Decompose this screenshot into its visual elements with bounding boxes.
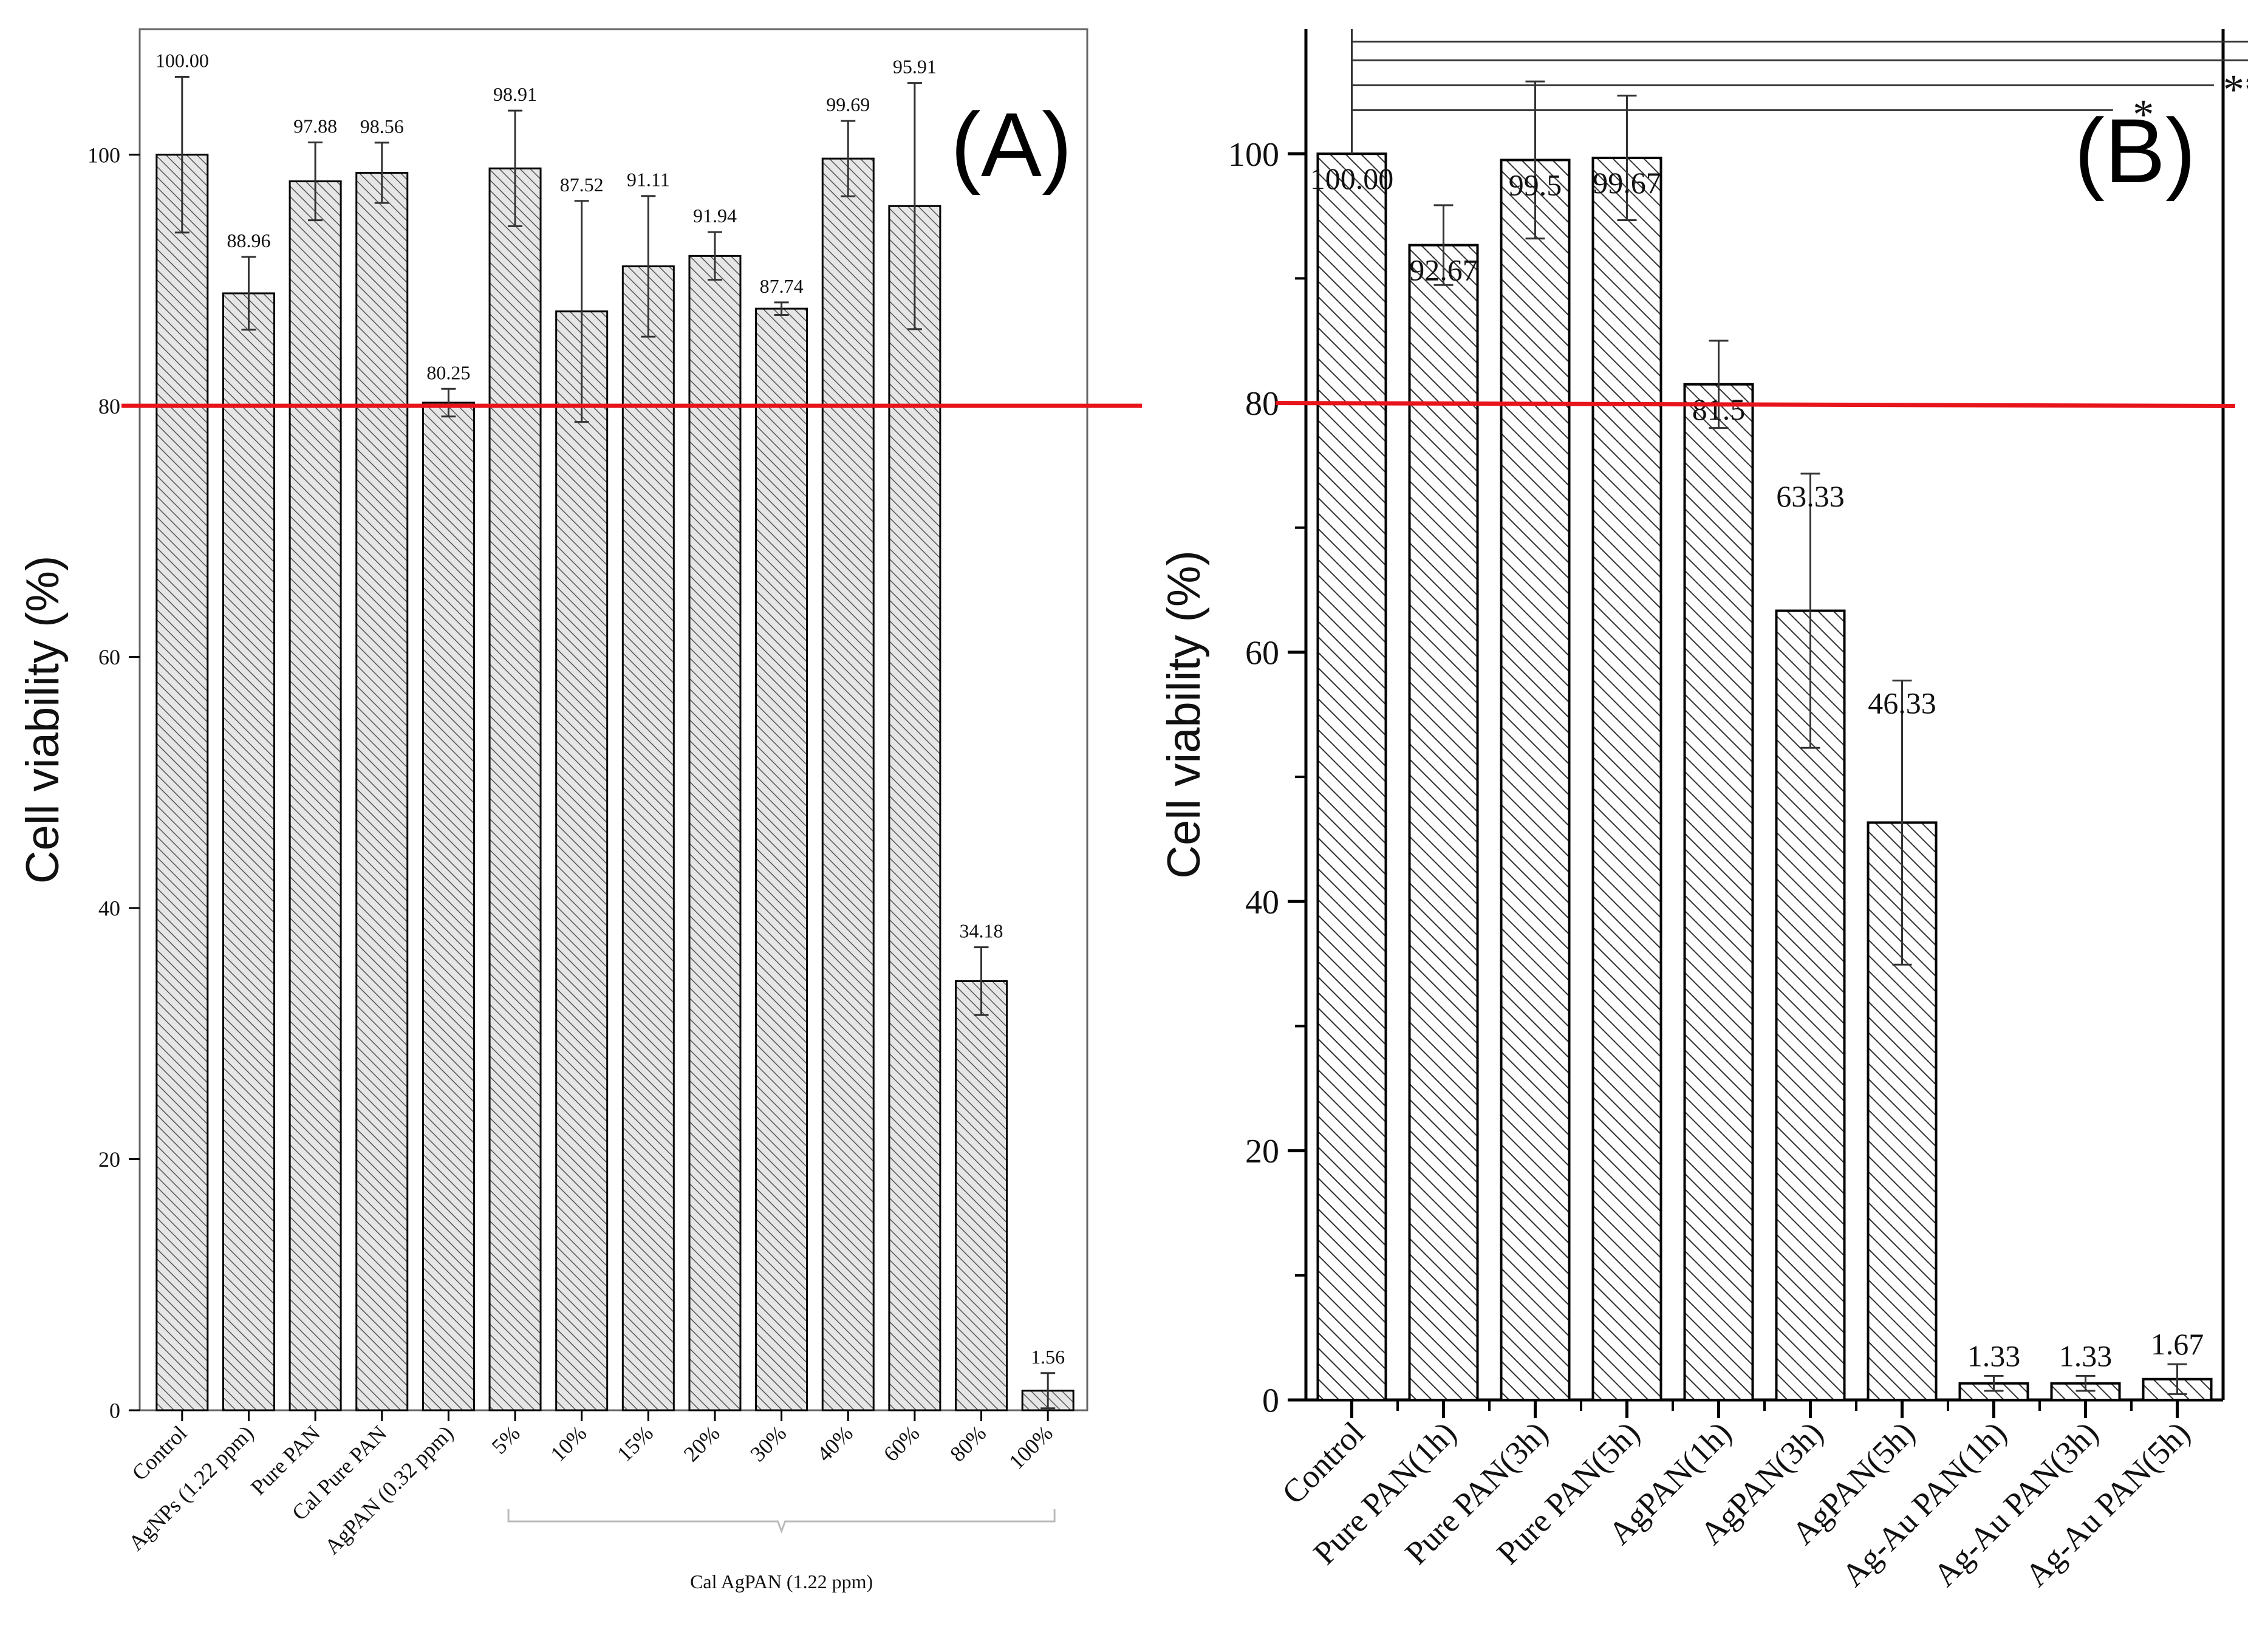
value-label: 97.88: [293, 115, 337, 137]
x-tick-label: 10%: [545, 1421, 591, 1466]
bar: [1500, 159, 1571, 1401]
y-tick-label: 80: [1245, 385, 1279, 423]
x-tick-label: AgNPs (1.22 ppm): [124, 1421, 258, 1555]
x-tick-label: 30%: [745, 1421, 791, 1466]
bar: [1683, 383, 1754, 1401]
bar: [821, 157, 875, 1411]
value-label: 92.67: [1409, 253, 1478, 287]
bar: [888, 205, 941, 1411]
value-label: 1.33: [2059, 1339, 2113, 1373]
value-label: 91.11: [627, 169, 670, 191]
y-axis-title: Cell viability (%): [17, 556, 69, 884]
threshold-line: [1275, 401, 2236, 409]
x-tick-label: Ag-Au PAN(1h): [1834, 1415, 2014, 1594]
value-label: 81.5: [1692, 392, 1746, 426]
value-label: 99.67: [1593, 166, 1661, 200]
x-tick-label: 5%: [487, 1421, 524, 1458]
bar: [1591, 156, 1662, 1402]
bar: [955, 980, 1008, 1411]
value-label: 34.18: [960, 920, 1003, 942]
significance-marker: **: [2223, 66, 2248, 113]
y-tick-label: 60: [1245, 635, 1279, 672]
value-label: 1.67: [2151, 1327, 2204, 1361]
panel-label: (A): [951, 94, 1072, 196]
panel-a-chart: 0 20 40 60 80 100 Cell viability (%) 100.00 Cont…: [17, 28, 1142, 1592]
value-label: 87.74: [760, 275, 804, 297]
x-tick-label: Control: [127, 1421, 191, 1485]
value-label: 95.91: [893, 56, 937, 78]
y-tick-label: 0: [1262, 1382, 1279, 1420]
y-tick-label: 100: [1228, 136, 1279, 174]
significance-marker: *: [2133, 91, 2154, 138]
x-tick-label: 20%: [679, 1421, 725, 1466]
bar: [488, 167, 542, 1411]
value-label: 100.00: [155, 50, 209, 72]
value-label: 1.56: [1031, 1346, 1065, 1368]
value-label: 100.00: [1310, 162, 1394, 196]
bar: [422, 401, 475, 1411]
value-label: 88.96: [227, 230, 270, 251]
value-label: 91.94: [693, 205, 737, 227]
bar: [688, 254, 742, 1411]
y-tick-label: 40: [98, 896, 120, 921]
value-label: 99.5: [1509, 168, 1562, 202]
y-tick-label: 40: [1245, 884, 1279, 921]
bar: [289, 180, 342, 1411]
value-label: 1.33: [1967, 1339, 2021, 1373]
bar: [555, 310, 609, 1411]
y-tick-label: 20: [1245, 1133, 1279, 1170]
value-label: 46.33: [1868, 686, 1936, 720]
bar: [222, 292, 275, 1411]
bar: [1408, 244, 1479, 1401]
value-label: 98.56: [360, 115, 404, 137]
x-tick-label: 60%: [879, 1421, 924, 1466]
x-tick-label: 100%: [1004, 1421, 1057, 1474]
x-tick-label: AgPAN (0.32 ppm): [320, 1421, 458, 1558]
y-tick-label: 60: [98, 645, 120, 669]
y-tick-label: 100: [87, 143, 120, 167]
y-tick-label: 0: [109, 1399, 120, 1423]
y-tick-label: 20: [98, 1147, 120, 1172]
x-tick-label: 40%: [812, 1421, 858, 1466]
bar: [621, 265, 675, 1411]
plot-frame: [138, 28, 1088, 1411]
y-axis-title: Cell viability (%): [1158, 550, 1210, 879]
y-tick-label: 80: [98, 394, 120, 418]
value-label: 98.91: [493, 83, 537, 105]
value-label: 87.52: [560, 174, 604, 196]
value-label: 63.33: [1776, 479, 1845, 513]
group-bracket-label: Cal AgPAN (1.22 ppm): [690, 1571, 873, 1592]
x-tick-label: Ag-Au PAN(3h): [1926, 1415, 2105, 1594]
bar: [355, 171, 409, 1411]
value-label: 99.69: [826, 94, 870, 115]
value-label: 80.25: [426, 361, 470, 383]
panel-label: (B): [2074, 100, 2196, 202]
bar: [155, 154, 209, 1411]
x-tick-label: 80%: [945, 1421, 991, 1466]
x-tick-label: Ag-Au PAN(5h): [2018, 1415, 2197, 1594]
group-bracket: [507, 1509, 1056, 1534]
x-tick-label: 15%: [612, 1421, 658, 1466]
bar: [755, 307, 808, 1411]
bar: [1316, 152, 1387, 1401]
